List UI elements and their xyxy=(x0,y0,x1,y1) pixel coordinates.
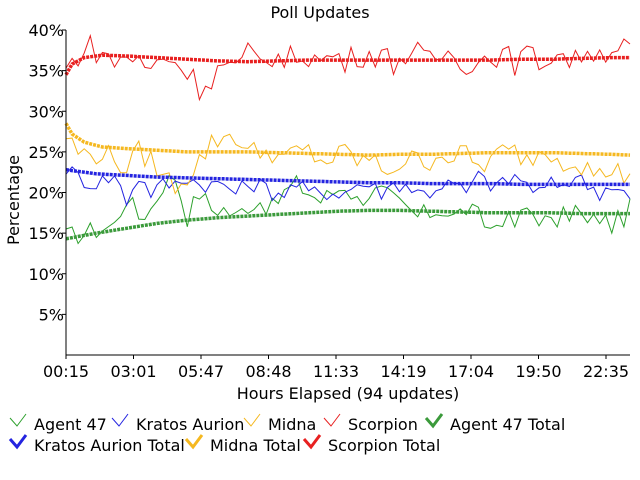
legend: Agent 47 Kratos Aurion Midna Scorpion Agent … xyxy=(8,413,565,455)
x-tick-label: 22:35 xyxy=(583,362,629,381)
y-tick-label: 35% xyxy=(28,62,64,81)
legend-swatch xyxy=(243,413,261,427)
y-axis-ticks: 5% 10% 15% 20% 25% 30% 35% 40% xyxy=(28,21,66,324)
legend-item: Scorpion Total xyxy=(302,434,440,455)
series-line-kratos-aurion xyxy=(65,166,631,207)
legend-label: Agent 47 Total xyxy=(450,415,565,434)
x-tick-label: 05:47 xyxy=(178,362,224,381)
x-tick-label: 14:19 xyxy=(380,362,426,381)
legend-item: Kratos Aurion Total xyxy=(8,434,185,455)
legend-item: Midna xyxy=(243,413,316,434)
chart-title: Poll Updates xyxy=(270,3,369,22)
y-tick-label: 10% xyxy=(28,265,64,284)
y-tick-label: 30% xyxy=(28,102,64,121)
legend-label: Kratos Aurion Total xyxy=(34,436,185,455)
y-axis-label: Percentage xyxy=(4,155,23,245)
legend-swatch xyxy=(424,413,444,429)
x-tick-label: 17:04 xyxy=(448,362,494,381)
legend-label: Kratos Aurion xyxy=(136,415,244,434)
legend-swatch xyxy=(111,413,129,427)
x-axis-label: Hours Elapsed (94 updates) xyxy=(237,384,460,403)
y-tick-label: 15% xyxy=(28,224,64,243)
series-line-scorpion xyxy=(65,33,631,102)
legend-swatch xyxy=(9,413,27,427)
legend-item: Kratos Aurion xyxy=(111,413,244,434)
legend-swatch xyxy=(323,413,341,427)
x-tick-label: 00:15 xyxy=(43,362,89,381)
y-tick-label: 20% xyxy=(28,184,64,203)
y-tick-label: 40% xyxy=(28,21,64,40)
series-line-kratos-aurion-total xyxy=(65,167,630,187)
legend-swatch xyxy=(302,434,322,450)
x-tick-label: 08:48 xyxy=(245,362,291,381)
legend-label: Scorpion xyxy=(348,415,418,434)
legend-label: Agent 47 xyxy=(34,415,107,434)
x-tick-label: 19:50 xyxy=(515,362,561,381)
series-line-agent-47-total xyxy=(65,208,630,241)
legend-item: Scorpion xyxy=(323,413,418,434)
series-line-midna-total xyxy=(64,122,631,157)
x-tick-label: 11:33 xyxy=(313,362,359,381)
series-line-agent-47 xyxy=(65,174,631,245)
legend-label: Midna xyxy=(268,415,316,434)
legend-swatch xyxy=(184,434,204,450)
y-tick-label: 5% xyxy=(39,305,64,324)
x-tick-label: 03:01 xyxy=(110,362,156,381)
x-axis-ticks: 00:15 03:01 05:47 08:48 11:33 14:19 17:04 19:50… xyxy=(43,355,629,381)
series-line-scorpion-total xyxy=(64,53,630,76)
legend-label: Midna Total xyxy=(210,436,301,455)
series-line-midna xyxy=(65,133,631,195)
legend-item: Agent 47 xyxy=(9,413,107,434)
legend-label: Scorpion Total xyxy=(328,436,440,455)
y-tick-label: 25% xyxy=(28,143,64,162)
legend-item: Agent 47 Total xyxy=(424,413,565,434)
plot-area xyxy=(64,33,631,245)
legend-item: Midna Total xyxy=(184,434,301,455)
legend-swatch xyxy=(8,434,28,450)
